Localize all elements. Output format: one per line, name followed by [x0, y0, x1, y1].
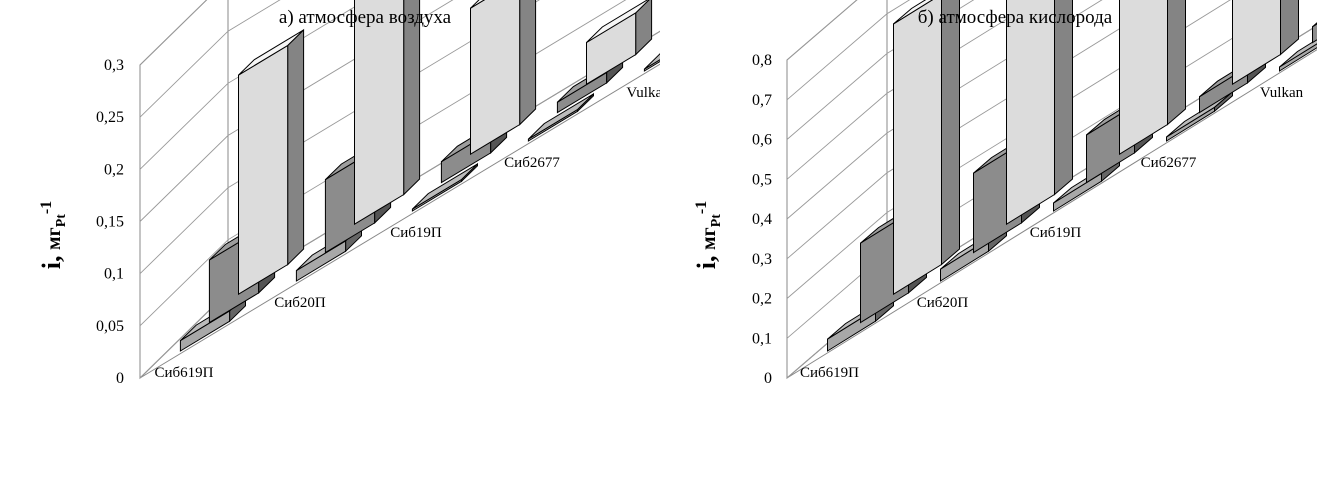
bar: [239, 30, 304, 294]
y-tick-label: 0,2: [104, 161, 124, 178]
y-tick-label: 0,7: [752, 92, 772, 109]
bar-side-face: [288, 30, 304, 265]
bar: [587, 0, 652, 84]
y-axis-label: i, мгPt-1: [692, 201, 724, 270]
y-tick-label: 0,05: [96, 318, 124, 335]
y-tick-label: 0,5: [752, 171, 772, 188]
bar-side-face: [404, 0, 420, 195]
category-label: Сиб20П: [917, 295, 969, 311]
bar-side-face: [1281, 0, 1299, 55]
bar: [471, 0, 536, 154]
category-label: Сиб19П: [390, 225, 442, 241]
category-label: Vulkan: [1260, 85, 1304, 101]
y-tick-label: 0,6: [752, 132, 772, 149]
category-label: Сиб19П: [1030, 225, 1082, 241]
category-label: Сиб619П: [155, 365, 214, 381]
bar-front-face: [1120, 0, 1168, 154]
bar: [1233, 0, 1299, 84]
category-label: Vulkan: [626, 85, 660, 101]
y-tick-label: 0: [116, 370, 124, 387]
bar-side-face: [520, 0, 536, 125]
bar-side-face: [1055, 0, 1073, 195]
bar: [894, 0, 960, 294]
y-tick-label: 0: [764, 370, 772, 387]
y-tick-label: 0,3: [104, 57, 124, 74]
bar-side-face: [1168, 0, 1186, 125]
y-tick-label: 0,2: [752, 291, 772, 308]
chart-oxygen-svg: 0 0,1 0,2 0,3 0,4 0,5 0,6 0,7 0,8 Сиб619П Сиб20П Си…: [660, 0, 1317, 481]
category-label: Сиб20П: [274, 295, 326, 311]
category-label: Сиб619П: [800, 365, 859, 381]
chart-air-svg: 0 0,05 0,1 0,15 0,2 0,25 0,3 Сиб619П Сиб20П Сиб19…: [0, 0, 660, 481]
bar-front-face: [894, 0, 942, 294]
category-label: Сиб2677: [1141, 155, 1197, 171]
bar-front-face: [1313, 0, 1317, 43]
y-axis-label: i, мгPt-1: [37, 201, 69, 270]
bar-front-face: [1007, 0, 1055, 224]
chart-oxygen: 0 0,1 0,2 0,3 0,4 0,5 0,6 0,7 0,8 Сиб619П Сиб20П Си…: [660, 0, 1317, 481]
y-tick-label: 0,25: [96, 109, 124, 126]
bar: [1007, 0, 1073, 224]
bar-front-face: [239, 45, 288, 294]
y-tick-label: 0,15: [96, 214, 124, 231]
bar: [1313, 0, 1317, 43]
bar-front-face: [355, 0, 404, 224]
bar-top-face: [1313, 0, 1317, 27]
y-tick-label: 0,3: [752, 251, 772, 268]
category-label: Сиб2677: [504, 155, 560, 171]
y-tick-label: 0,1: [752, 330, 772, 347]
y-tick-label: 0,1: [104, 266, 124, 283]
y-tick-label: 0,4: [752, 211, 772, 228]
bar: [355, 0, 420, 224]
bar-front-face: [471, 0, 520, 154]
chart-title: б) атмосфера кислорода: [918, 7, 1113, 28]
y-tick-label: 0,8: [752, 52, 772, 69]
chart-title: а) атмосфера воздуха: [279, 7, 452, 28]
chart-air: 0 0,05 0,1 0,15 0,2 0,25 0,3 Сиб619П Сиб20П Сиб19…: [0, 0, 660, 481]
bar-side-face: [942, 0, 960, 264]
